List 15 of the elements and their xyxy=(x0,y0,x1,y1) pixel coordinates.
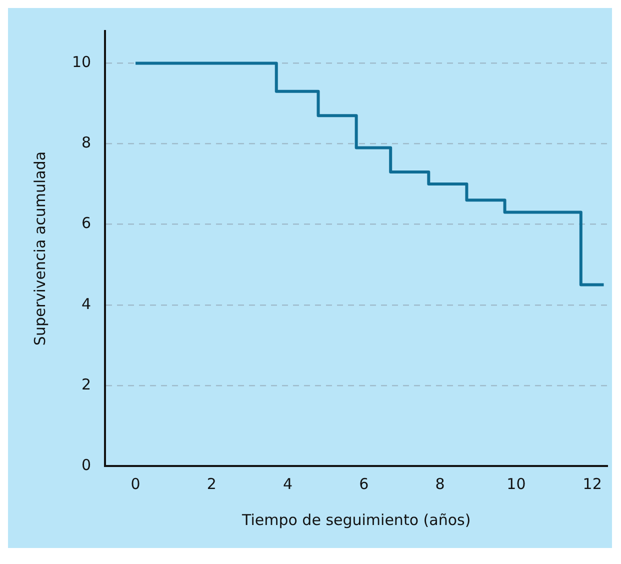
y-axis-title: Supervivencia acumulada xyxy=(30,151,49,346)
x-tick-label: 10 xyxy=(506,474,526,493)
x-tick-label: 8 xyxy=(435,474,445,493)
y-tick-label: 4 xyxy=(82,294,92,313)
x-tick-label: 6 xyxy=(359,474,369,493)
y-tick-label: 8 xyxy=(82,134,92,152)
x-tick-label: 2 xyxy=(206,474,216,493)
x-tick-label: 12 xyxy=(582,474,602,493)
x-tick-label: 0 xyxy=(130,474,140,493)
x-tick-label: 4 xyxy=(283,474,293,493)
y-tick-label: 6 xyxy=(82,214,92,232)
y-tick-label: 0 xyxy=(82,456,92,474)
y-tick-label: 2 xyxy=(82,375,92,394)
x-axis-title: Tiempo de seguimiento (años) xyxy=(240,510,471,529)
y-tick-label: 10 xyxy=(72,53,92,72)
